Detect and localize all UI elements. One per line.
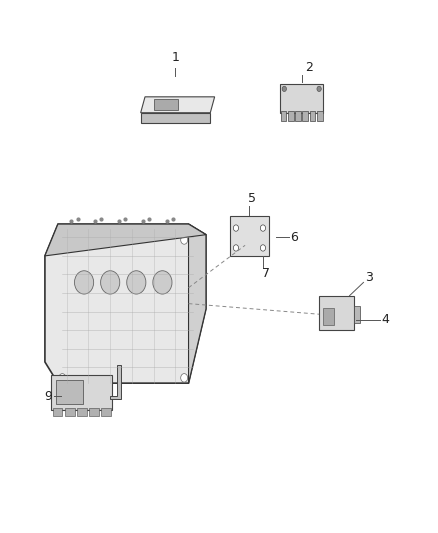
Circle shape	[59, 236, 66, 244]
Circle shape	[181, 374, 187, 382]
Circle shape	[233, 245, 239, 251]
Bar	[281, 111, 286, 120]
Bar	[56, 380, 83, 405]
Polygon shape	[141, 97, 215, 113]
Circle shape	[260, 245, 265, 251]
Circle shape	[260, 225, 265, 231]
Circle shape	[282, 86, 286, 92]
Text: 4: 4	[381, 313, 389, 326]
Circle shape	[153, 271, 172, 294]
Bar	[230, 216, 269, 256]
Bar	[302, 111, 308, 120]
Polygon shape	[188, 224, 206, 383]
Text: 7: 7	[261, 267, 269, 280]
Text: 2: 2	[305, 61, 313, 74]
Circle shape	[127, 271, 146, 294]
Text: 3: 3	[365, 271, 373, 284]
Bar	[323, 308, 334, 325]
Circle shape	[181, 236, 187, 244]
Bar	[53, 408, 62, 416]
Circle shape	[59, 374, 66, 382]
Bar	[280, 84, 323, 113]
Bar	[354, 306, 360, 323]
Bar	[310, 111, 315, 120]
Bar	[77, 408, 87, 416]
Polygon shape	[45, 224, 206, 256]
Polygon shape	[141, 113, 210, 123]
Circle shape	[101, 271, 120, 294]
Bar	[319, 296, 354, 330]
Polygon shape	[45, 224, 206, 383]
Circle shape	[317, 86, 321, 92]
Bar	[295, 111, 301, 120]
Bar	[65, 408, 74, 416]
Bar	[154, 99, 178, 110]
Text: 1: 1	[172, 51, 180, 63]
Text: 6: 6	[290, 231, 298, 244]
Text: 9: 9	[44, 390, 52, 403]
Circle shape	[233, 225, 239, 231]
Polygon shape	[110, 365, 121, 399]
Bar	[89, 408, 99, 416]
Bar	[51, 375, 113, 410]
Circle shape	[74, 271, 94, 294]
Bar	[317, 111, 323, 120]
Bar	[102, 408, 111, 416]
Bar	[288, 111, 294, 120]
Text: 5: 5	[247, 192, 256, 205]
